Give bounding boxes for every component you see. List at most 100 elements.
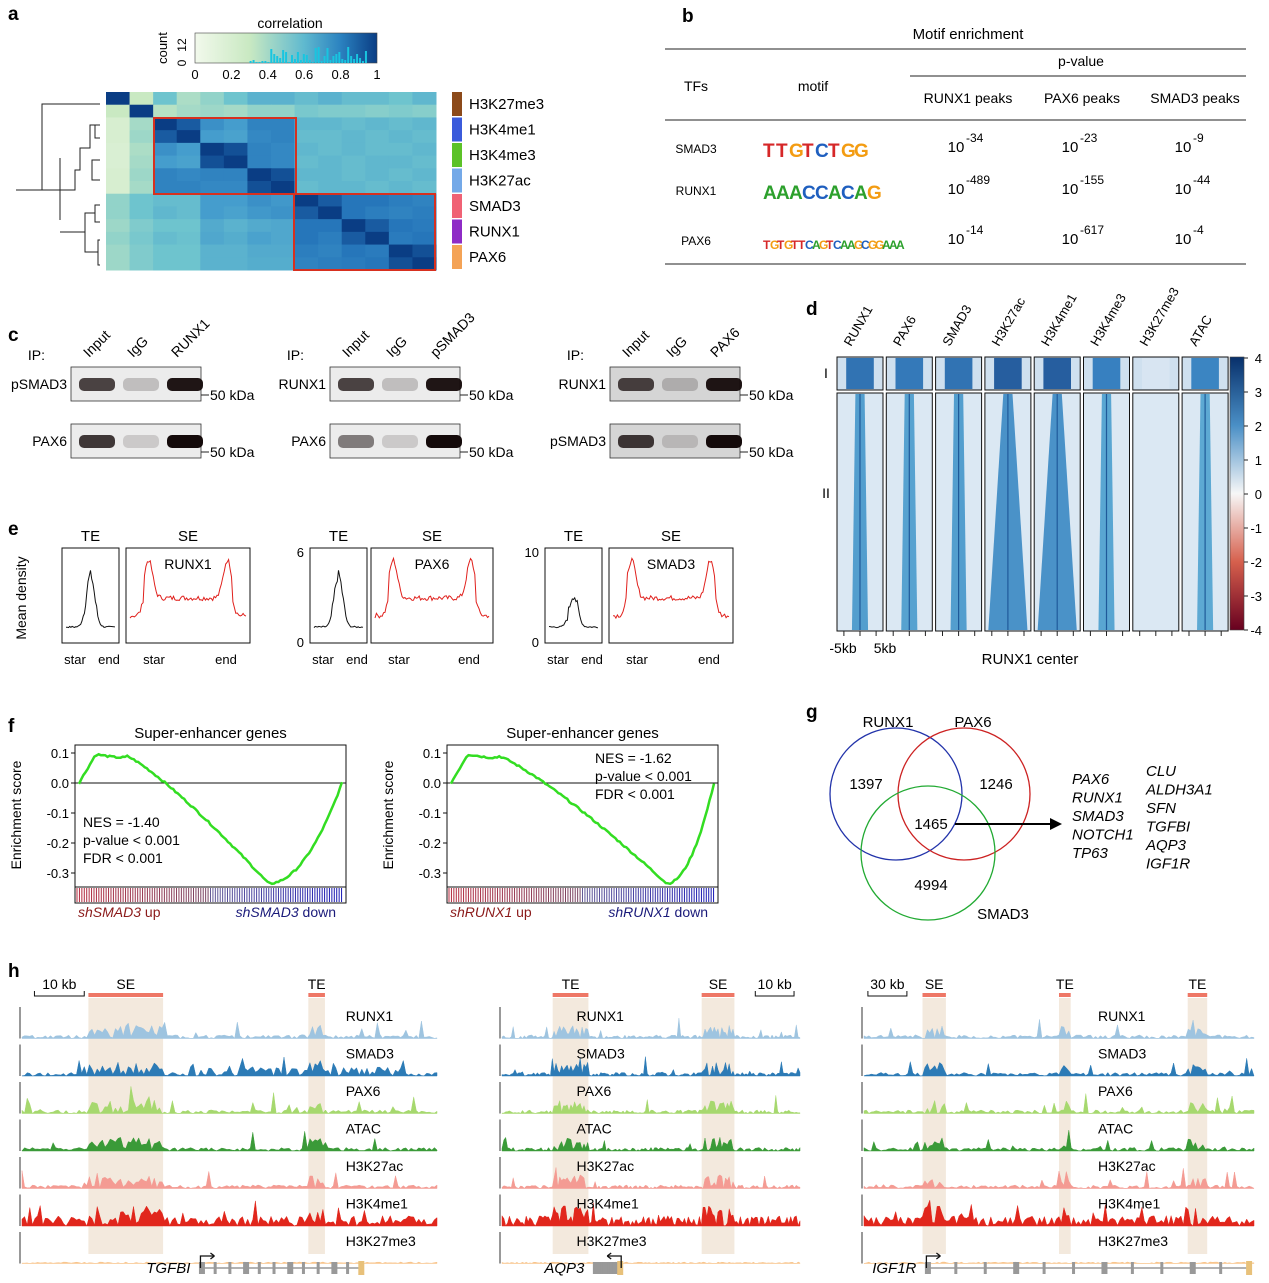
heatmap-cell (318, 244, 343, 258)
histogram-bar (291, 55, 294, 63)
histogram-bar (273, 54, 276, 63)
region-highlight (1059, 998, 1071, 1254)
track-signal (863, 1168, 1255, 1189)
heatmap-cell (176, 142, 201, 157)
col-runx1-peaks: RUNX1 peaks (924, 90, 1013, 106)
colorbar-tick-label: 0 (1255, 487, 1262, 502)
heatmap-cell (365, 231, 390, 246)
heatmap-cell (200, 181, 225, 195)
heatmap-cell (365, 181, 390, 195)
count-smad3-only: 4994 (914, 877, 947, 894)
heatmap-cell (388, 206, 413, 220)
gene-utr (358, 1261, 365, 1275)
heatmap-cell (341, 104, 366, 118)
heatmap-cell (106, 193, 131, 207)
colorbar-tick: 0.2 (222, 67, 240, 82)
track-label: PAX6 (346, 1083, 381, 1099)
heatmap-cell (247, 244, 272, 258)
pvalue-base: 10 (948, 181, 965, 198)
heatmap-cell (223, 117, 248, 131)
blot-band (79, 435, 115, 448)
lane-label: Input (619, 327, 652, 360)
lane-label: IgG (383, 333, 410, 360)
fdr-stat: FDR < 0.001 (595, 786, 675, 802)
mark-label: H3K4me3 (469, 147, 536, 164)
heatmap-cell (176, 155, 201, 169)
heatmap-cell (200, 92, 225, 106)
gene-exon (595, 1262, 599, 1274)
heatmap-cell (176, 117, 201, 131)
lane-label: IgG (124, 333, 151, 360)
heatmap-cell (318, 117, 343, 131)
gene-utr (1246, 1261, 1253, 1275)
blot-band (123, 435, 159, 448)
ip-label: IP: (567, 347, 584, 363)
se-tick-start: star (388, 652, 410, 667)
heatmap-cell (200, 206, 225, 220)
heatmap-cell (106, 257, 131, 271)
heatmap-cell (176, 181, 201, 195)
colorbar-tick: 0.4 (259, 67, 277, 82)
heatmap-cell (294, 130, 319, 144)
x-left: -5kb (829, 640, 856, 656)
track-label: RUNX1 (577, 1008, 625, 1024)
heatmap-cell (271, 117, 296, 131)
se-frame (608, 547, 734, 644)
te-frame (61, 547, 120, 644)
heatmap-cell (176, 231, 201, 246)
track-label: H3K27me3 (346, 1233, 416, 1249)
track-signal (863, 1058, 1255, 1077)
nes-stat: NES = -1.40 (83, 814, 160, 830)
heatmap-cell (412, 155, 437, 169)
heatmap-cell (223, 193, 248, 207)
motif-letter: G (868, 238, 877, 252)
signal-track: RUNX1 (861, 1007, 1255, 1039)
cluster-I-signal (1142, 358, 1170, 389)
se-tick-end: end (458, 652, 480, 667)
pvalue-base: 10 (948, 139, 965, 156)
mark-legend: H3K27me3 H3K4me1 H3K4me3 H3K27ac SMAD3 RUNX1 P… (452, 92, 544, 269)
heatmap-cell (341, 244, 366, 258)
heatmap-cell (318, 155, 343, 169)
signal-track: H3K27ac (19, 1157, 438, 1189)
motif-letter: A (840, 238, 849, 252)
te-tick-end: end (346, 652, 368, 667)
se-curve (612, 557, 730, 620)
heatmap-cell (129, 142, 154, 157)
up-label: shRUNX1 up (450, 904, 532, 920)
protein-label: RUNX1 (559, 376, 607, 392)
panel-label-b: b (682, 6, 694, 27)
heatmap-cell (223, 181, 248, 195)
heatmap-cell (247, 142, 272, 157)
heatmap-cell (341, 130, 366, 144)
panel-label-c: c (8, 325, 19, 346)
gene-exon (1130, 1262, 1134, 1274)
cluster-box-2 (293, 193, 436, 271)
heatmap-cell (294, 104, 319, 118)
lane-label: Input (339, 327, 372, 360)
y-tick-label: -0.1 (419, 806, 441, 821)
histogram-bar (341, 59, 344, 63)
track-signal (501, 1167, 801, 1189)
histogram-bar (261, 61, 264, 63)
protein-label: PAX6 (32, 433, 67, 449)
column-label: SMAD3 (939, 302, 974, 348)
signal-track: SMAD3 (861, 1044, 1255, 1077)
gsea-ylabel: Enrichment score (8, 760, 24, 869)
gene-exon (1189, 1262, 1196, 1274)
heatmap-cell (153, 244, 178, 258)
heatmap-cell (200, 193, 225, 207)
count-tick-0: 0 (175, 59, 189, 66)
track-label: H3K4me1 (346, 1196, 408, 1212)
panel-b: Motif enrichment p-value TFs motif RUNX1… (665, 26, 1246, 265)
track-label: H3K4me1 (577, 1196, 639, 1212)
cluster-I-signal (846, 358, 874, 389)
region-highlight (922, 998, 946, 1254)
pvalue-exponent: -34 (966, 131, 984, 145)
motif-letter: T (763, 141, 775, 162)
rank-bar (74, 886, 347, 904)
scale-bar (33, 991, 85, 997)
